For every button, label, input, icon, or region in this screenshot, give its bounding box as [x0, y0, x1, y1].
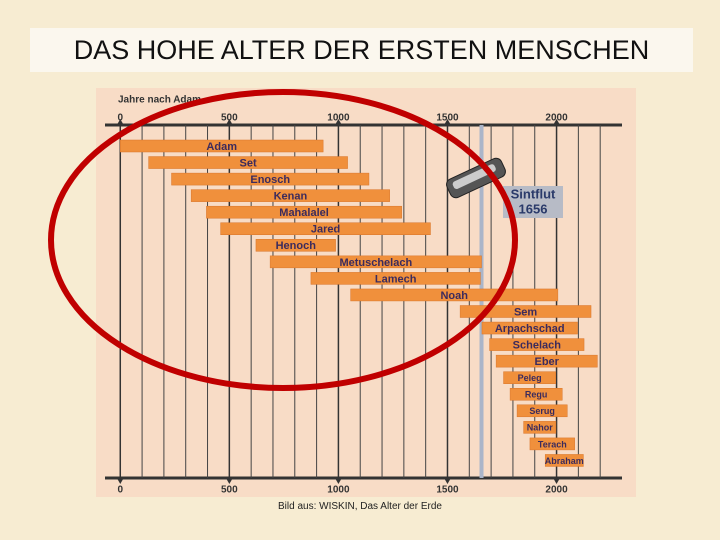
bar [220, 222, 431, 235]
bar-label: Abraham [545, 456, 584, 466]
bar [481, 321, 578, 335]
bar-label: Noah [440, 290, 468, 302]
flood-year: 1656 [519, 201, 548, 216]
bar-label: Enosch [250, 174, 290, 186]
bar-label: Set [240, 157, 257, 169]
tick-mark [443, 119, 452, 126]
bar [503, 371, 556, 384]
caption: Bild aus: WISKIN, Das Alter der Erde [278, 501, 442, 512]
x-tick-label: 1500 [436, 113, 459, 124]
bar [269, 255, 482, 269]
bar-label: Terach [538, 439, 567, 449]
x-tick-label: 2000 [545, 485, 568, 496]
tick-mark [225, 119, 234, 126]
tick-mark [116, 119, 125, 126]
tick-mark [443, 477, 452, 484]
bar-label: Serug [529, 406, 555, 416]
bar [529, 437, 575, 451]
bar-label: Regu [525, 390, 548, 400]
x-tick-label: 500 [221, 113, 238, 124]
axis-title: Jahre nach Adam [118, 95, 201, 106]
bar-label: Peleg [518, 373, 542, 383]
bar [148, 156, 348, 169]
tick-mark [552, 477, 561, 484]
bar [255, 239, 336, 252]
bar-label: Lamech [375, 273, 417, 285]
bar-label: Mahalalel [279, 207, 329, 219]
bar-label: Sem [514, 306, 537, 318]
bar [171, 172, 370, 186]
bar [459, 305, 592, 318]
bar [544, 454, 584, 467]
bar-label: Adam [206, 141, 237, 153]
tick-mark [334, 477, 343, 484]
bar [509, 388, 563, 401]
x-tick-label: 2000 [545, 113, 568, 124]
bar [206, 205, 402, 219]
bar [523, 421, 557, 434]
bar [350, 288, 559, 302]
slide-title: DAS HOHE ALTER DER ERSTEN MENSCHEN [30, 28, 693, 72]
bar-label: Metuschelach [339, 257, 412, 269]
bar [495, 354, 598, 368]
x-tick-label: 0 [117, 485, 123, 496]
bar [190, 189, 390, 202]
bar-label: Henoch [276, 240, 317, 252]
bar [120, 139, 324, 153]
x-tick-label: 1000 [327, 113, 350, 124]
bar-label: Eber [535, 356, 560, 368]
bar-label: Schelach [513, 340, 562, 352]
flood-label: Sintflut [511, 186, 556, 201]
tick-mark [225, 477, 234, 484]
tick-mark [334, 119, 343, 126]
bar-label: Jared [311, 224, 340, 236]
tick-mark [116, 477, 125, 484]
x-tick-label: 500 [221, 485, 238, 496]
x-tick-label: 0 [117, 113, 123, 124]
bar [516, 404, 568, 418]
bar [310, 272, 481, 285]
x-tick-label: 1500 [436, 485, 459, 496]
bar [489, 338, 585, 351]
highlight-ellipse [48, 89, 518, 391]
tick-mark [552, 119, 561, 126]
bar-label: Kenan [274, 191, 308, 203]
bar-label: Arpachschad [495, 323, 565, 335]
bar-label: Nahor [527, 423, 554, 433]
x-tick-label: 1000 [327, 485, 350, 496]
